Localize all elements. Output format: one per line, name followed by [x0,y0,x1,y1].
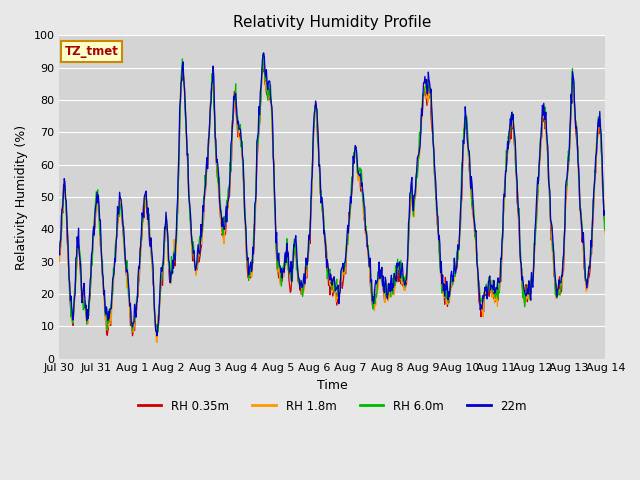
Y-axis label: Relativity Humidity (%): Relativity Humidity (%) [15,124,28,270]
X-axis label: Time: Time [317,379,348,392]
Title: Relativity Humidity Profile: Relativity Humidity Profile [233,15,431,30]
Text: TZ_tmet: TZ_tmet [65,45,119,58]
Legend: RH 0.35m, RH 1.8m, RH 6.0m, 22m: RH 0.35m, RH 1.8m, RH 6.0m, 22m [133,395,532,417]
